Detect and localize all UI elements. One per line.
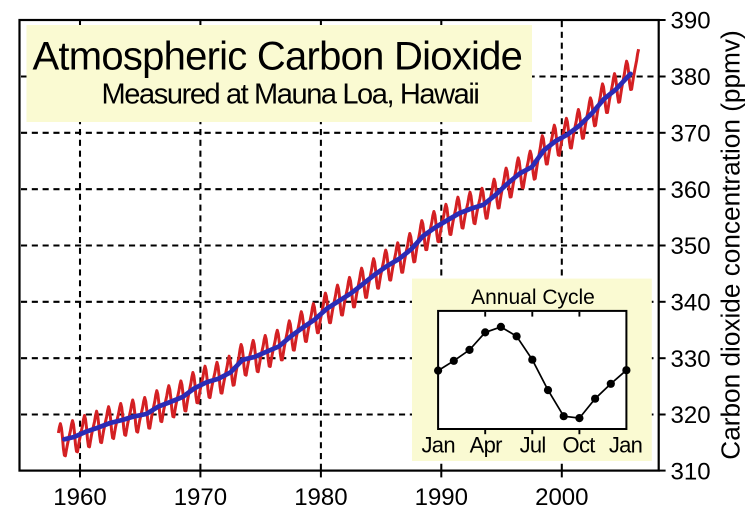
svg-text:370: 370 xyxy=(671,121,711,148)
svg-text:330: 330 xyxy=(671,346,711,373)
svg-text:Jan: Jan xyxy=(422,433,455,458)
svg-text:1970: 1970 xyxy=(174,484,227,511)
svg-text:2000: 2000 xyxy=(535,484,588,511)
svg-text:Atmospheric Carbon Dioxide: Atmospheric Carbon Dioxide xyxy=(32,35,522,79)
svg-text:310: 310 xyxy=(671,459,711,486)
svg-text:Apr: Apr xyxy=(470,433,503,458)
svg-text:360: 360 xyxy=(671,177,711,204)
svg-text:Jul: Jul xyxy=(520,433,546,458)
svg-text:Annual Cycle: Annual Cycle xyxy=(471,286,595,309)
svg-text:1980: 1980 xyxy=(294,484,347,511)
svg-text:1990: 1990 xyxy=(415,484,468,511)
svg-text:Oct: Oct xyxy=(563,433,596,458)
svg-text:350: 350 xyxy=(671,233,711,260)
svg-text:380: 380 xyxy=(671,64,711,91)
svg-text:1960: 1960 xyxy=(53,484,106,511)
svg-text:Carbon dioxide concentration (: Carbon dioxide concentration (ppmv) xyxy=(716,30,746,459)
svg-text:340: 340 xyxy=(671,290,711,317)
svg-text:320: 320 xyxy=(671,402,711,429)
svg-text:390: 390 xyxy=(671,8,711,35)
svg-text:Measured at Mauna Loa, Hawaii: Measured at Mauna Loa, Hawaii xyxy=(102,79,479,111)
svg-text:Jan: Jan xyxy=(609,433,642,458)
